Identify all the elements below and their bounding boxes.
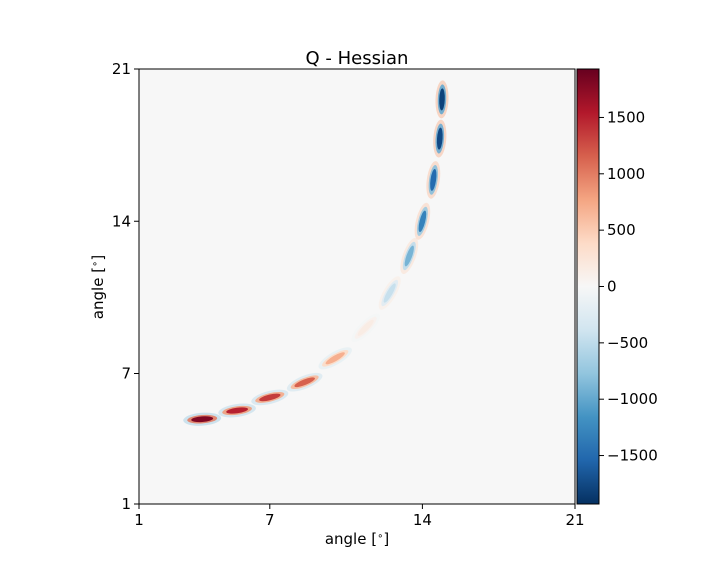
y-axis: 1 7 14 21: [112, 60, 139, 513]
colorbar-tick-label: 500: [607, 221, 636, 239]
colorbar-tick-label: −1500: [607, 447, 658, 465]
chart-title: Q - Hessian: [306, 48, 409, 69]
heatmap-blob: [251, 389, 289, 406]
heatmap-blob: [351, 313, 380, 342]
heatmap-blob: [414, 202, 431, 240]
colorbar-tick-label: 1000: [607, 165, 645, 183]
plot-frame: [138, 68, 576, 505]
x-axis: 1 7 14 21: [134, 504, 585, 529]
y-tick-label: 14: [112, 212, 131, 230]
heatmap-blob: [400, 238, 419, 274]
y-tick-label: 21: [112, 60, 131, 78]
x-tick-label: 1: [134, 511, 144, 529]
heatmap-blob: [286, 372, 323, 392]
heatmap-blob: [218, 403, 256, 418]
colorbar-bar: [576, 68, 600, 505]
y-tick-label: 7: [121, 365, 131, 383]
heatmap-blob: [426, 161, 441, 199]
colorbar-ticks: −1500 −1000 −500 0 500 1000 1500: [599, 108, 658, 465]
colorbar-tick-label: 1500: [607, 108, 645, 126]
colorbar-tick-label: −500: [607, 334, 648, 352]
heatmap-plot: [138, 68, 576, 505]
y-tick-label: 1: [121, 495, 131, 513]
colorbar: −1500 −1000 −500 0 500 1000 1500: [576, 68, 658, 505]
colorbar-tick-label: 0: [607, 278, 617, 296]
heatmap-blob: [433, 119, 447, 158]
heatmap-blob: [435, 80, 449, 119]
colorbar-tick-label: −1000: [607, 390, 658, 408]
x-tick-label: 21: [565, 511, 584, 529]
plot-background: [139, 69, 575, 504]
heatmap-blob: [378, 276, 401, 310]
x-axis-label: angle [∘]: [325, 530, 389, 548]
x-tick-label: 14: [413, 511, 432, 529]
x-tick-label: 7: [265, 511, 275, 529]
y-axis-label: angle [∘]: [89, 255, 107, 319]
heatmap-blob: [318, 347, 352, 370]
heatmap-blob: [183, 412, 222, 426]
blob-layer: [183, 80, 449, 426]
